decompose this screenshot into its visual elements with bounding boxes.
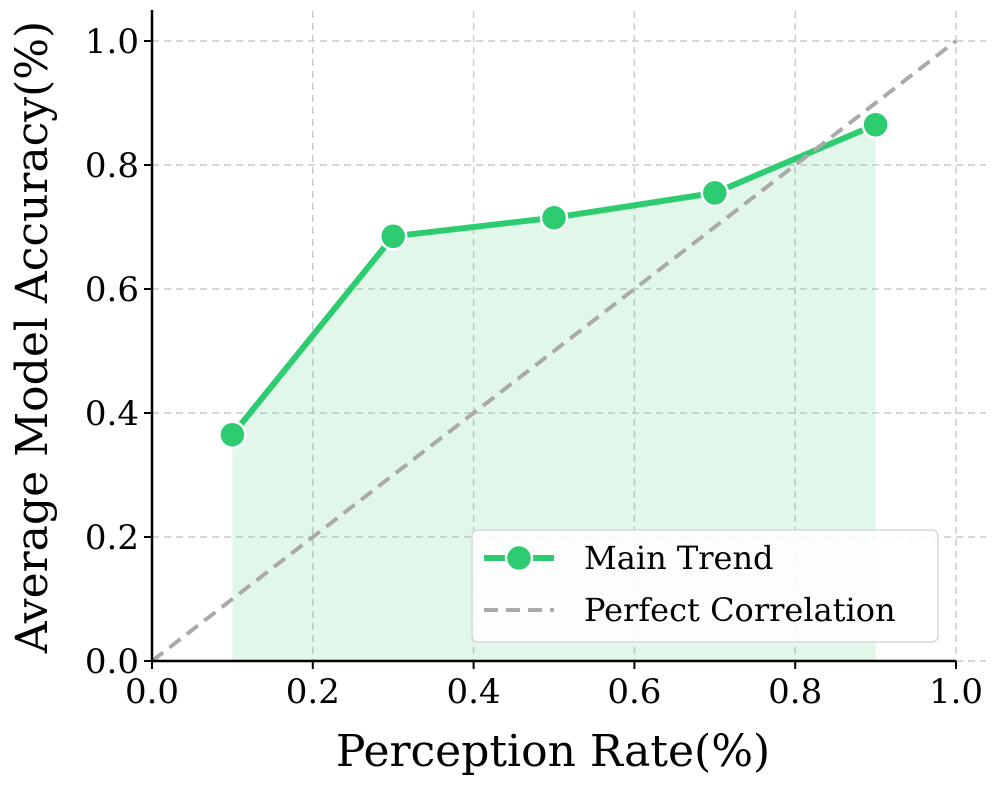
x-axis-label: Perception Rate(%) <box>336 726 770 777</box>
x-tick-label: 1.0 <box>929 672 983 712</box>
y-tick-label: 0.8 <box>85 146 139 186</box>
main-trend-point[interactable] <box>378 222 408 251</box>
y-tick-label: 0.4 <box>85 394 139 434</box>
legend-box <box>471 529 939 643</box>
legend-marker-main-trend <box>504 543 534 573</box>
x-tick-label: 0.4 <box>447 672 501 712</box>
y-axis-label: Average Model Accuracy(%) <box>7 21 58 654</box>
perfect-correlation-line <box>150 39 958 663</box>
main-trend-point[interactable] <box>861 110 890 139</box>
y-tick-label: 1.0 <box>85 22 139 62</box>
legend[interactable]: Main Trend Perfect Correlation <box>471 529 939 643</box>
x-tick-label: 0.0 <box>125 672 179 712</box>
x-tick-label: 0.8 <box>768 672 822 712</box>
y-tick-label: 0.2 <box>85 518 139 558</box>
fill-layer <box>232 124 876 661</box>
legend-label: Main Trend <box>584 539 774 577</box>
y-tick-label: 0.6 <box>85 270 139 310</box>
y-tick-label: 0.0 <box>85 642 139 682</box>
legend-label: Perfect Correlation <box>584 591 896 629</box>
main-trend-point[interactable] <box>539 203 569 232</box>
x-tick-label: 0.2 <box>286 672 340 712</box>
x-tick-label: 0.6 <box>607 672 661 712</box>
main-trend-point[interactable] <box>218 420 247 449</box>
ticks: 0.0 0.2 0.4 0.6 0.8 1.0 0.0 0.2 0.4 0.6 0.8 1.0 <box>85 22 983 712</box>
series-layer <box>150 39 958 663</box>
main-trend-fill-area <box>232 124 876 661</box>
axes <box>150 10 956 663</box>
main-trend-point[interactable] <box>700 178 730 208</box>
